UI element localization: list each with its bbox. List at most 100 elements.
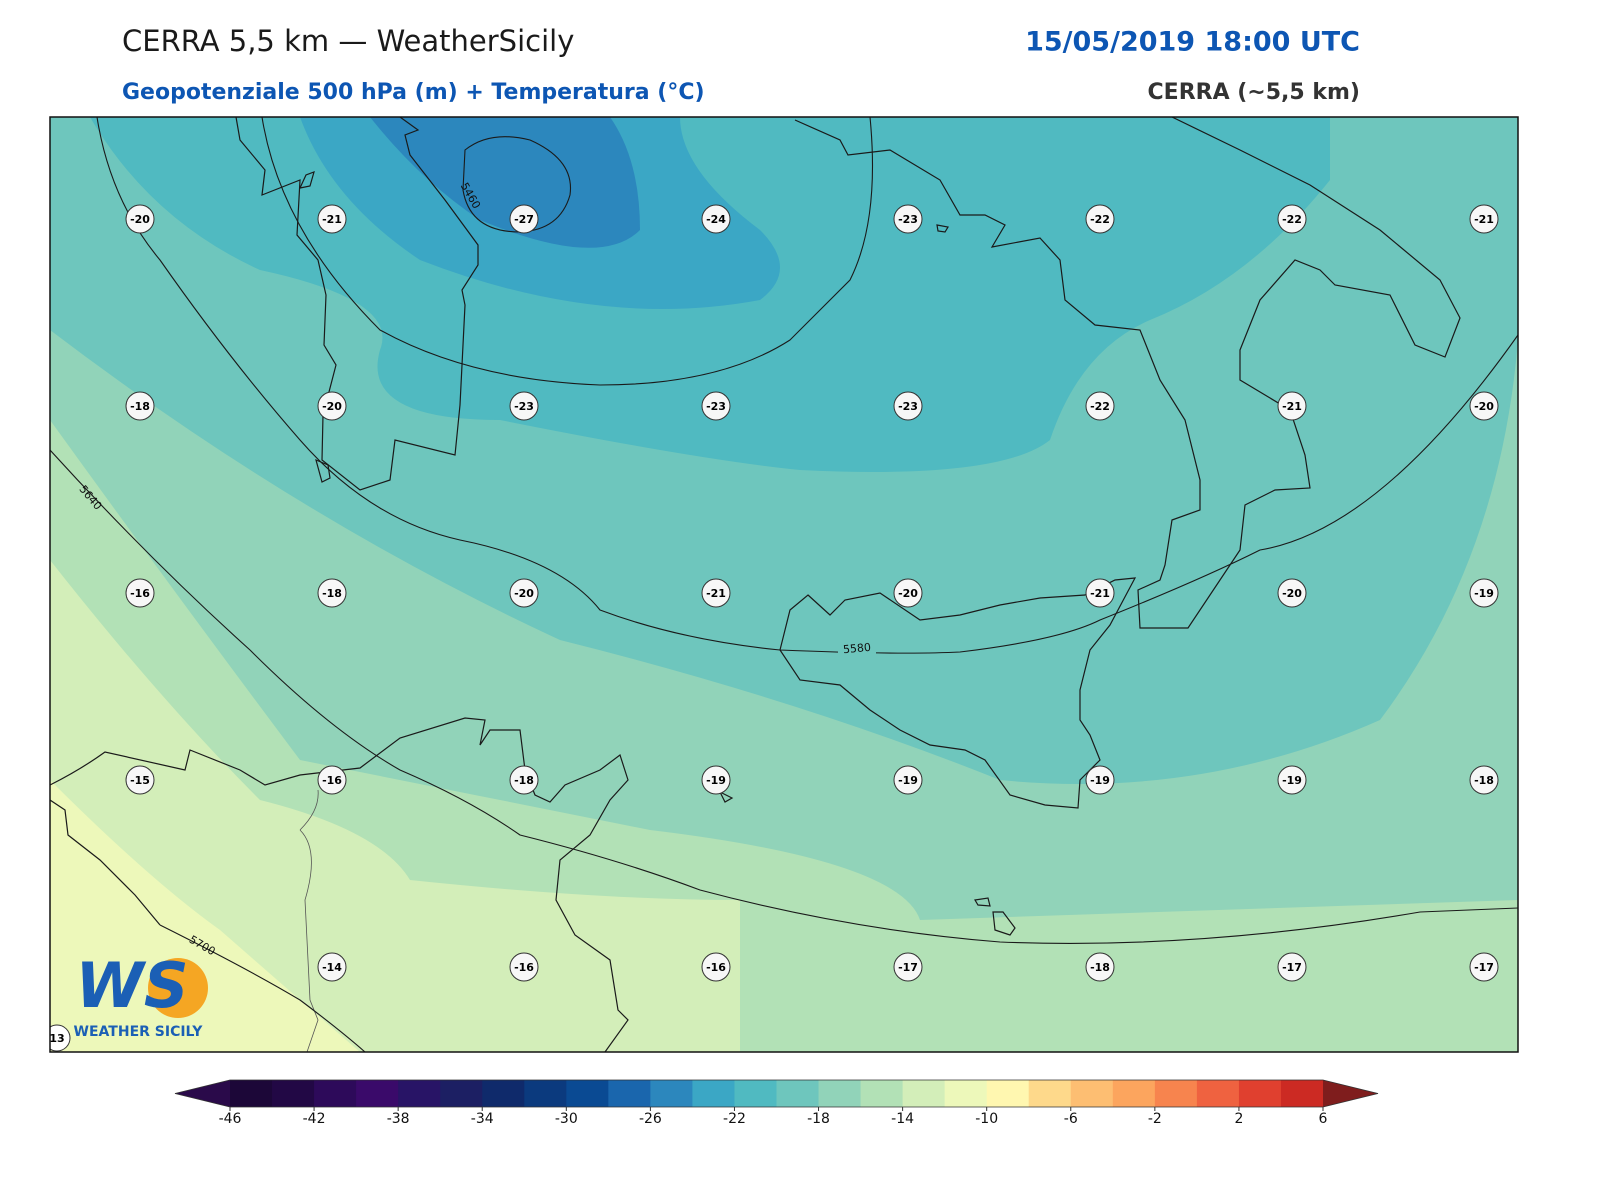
temp-label: -18 xyxy=(1474,774,1494,787)
model-label: CERRA (~5,5 km) xyxy=(1148,80,1360,105)
temp-marker xyxy=(1469,391,1499,421)
temp-label: -21 xyxy=(1474,213,1494,226)
colorbar-tick-label: -46 xyxy=(219,1111,242,1127)
temp-marker xyxy=(125,578,155,608)
corner-marker xyxy=(50,1024,71,1052)
temp-marker xyxy=(509,578,539,608)
colorbar-segment xyxy=(1112,1080,1156,1107)
logo-text: WEATHER SICILY xyxy=(74,1024,204,1040)
temp-label: -18 xyxy=(130,400,150,413)
colorbar-segment xyxy=(944,1080,988,1107)
temp-label: -24 xyxy=(706,213,726,226)
colorbar-tick-label: -6 xyxy=(1064,1111,1078,1127)
temp-label: -19 xyxy=(898,774,918,787)
colorbar-tick-label: -26 xyxy=(639,1111,662,1127)
colorbar-tick-label: -2 xyxy=(1148,1111,1162,1127)
temp-marker xyxy=(701,952,731,982)
temp-label: -19 xyxy=(1090,774,1110,787)
temp-marker xyxy=(1277,952,1307,982)
subtitle: Geopotenziale 500 hPa (m) + Temperatura … xyxy=(122,80,705,105)
colorbar-tick-label: -30 xyxy=(555,1111,578,1127)
temp-label: -16 xyxy=(706,961,726,974)
colorbar-segment xyxy=(650,1080,693,1107)
temperature-labels: -20 -21 -27 -24 -23 -22 -22 -21 -18 -20 -23 -23 -23 -… xyxy=(125,204,1499,982)
temp-label: -16 xyxy=(130,587,150,600)
temp-label: -19 xyxy=(1474,587,1494,600)
temp-label: -17 xyxy=(1474,961,1494,974)
temp-marker xyxy=(1277,391,1307,421)
temp-marker xyxy=(893,952,923,982)
temp-marker xyxy=(317,391,347,421)
temp-label: -16 xyxy=(322,774,342,787)
colorbar-segment xyxy=(902,1080,946,1107)
temp-marker xyxy=(893,204,923,234)
temp-label: -14 xyxy=(322,961,342,974)
logo: WS WEATHER SICILY xyxy=(74,949,208,1040)
temp-label: -22 xyxy=(1090,400,1110,413)
colorbar-tick-label: -18 xyxy=(807,1111,830,1127)
colorbar-segment xyxy=(356,1080,399,1107)
colorbar-segment xyxy=(230,1080,273,1107)
temp-marker xyxy=(317,952,347,982)
colorbar-tick-label: -14 xyxy=(891,1111,914,1127)
colorbar-segment xyxy=(1028,1080,1072,1107)
temp-label: -18 xyxy=(322,587,342,600)
colorbar-segment xyxy=(734,1080,777,1107)
temp-label: -17 xyxy=(898,961,918,974)
datetime: 15/05/2019 18:00 UTC xyxy=(1025,27,1360,58)
temp-marker xyxy=(509,765,539,795)
colorbar-segment xyxy=(776,1080,820,1107)
colorbar-segment xyxy=(566,1080,609,1107)
temp-marker xyxy=(1469,578,1499,608)
colorbar-segment xyxy=(314,1080,357,1107)
temp-marker xyxy=(317,578,347,608)
colorbar-under xyxy=(175,1080,230,1107)
temp-label: -22 xyxy=(1282,213,1302,226)
colorbar-segment xyxy=(272,1080,315,1107)
temp-label: -23 xyxy=(898,213,918,226)
colorbar-tick-label: -42 xyxy=(303,1111,326,1127)
colorbar-segment xyxy=(1070,1080,1114,1107)
colorbar-segment xyxy=(608,1080,651,1107)
temp-marker xyxy=(509,952,539,982)
temp-marker xyxy=(1277,204,1307,234)
colorbar-segment xyxy=(524,1080,567,1107)
colorbar-segment xyxy=(1154,1080,1198,1107)
temp-label: -21 xyxy=(1090,587,1110,600)
temp-label: -20 xyxy=(1282,587,1302,600)
colorbar-segment xyxy=(692,1080,735,1107)
temp-label: -16 xyxy=(514,961,534,974)
colorbar-segment xyxy=(440,1080,483,1107)
temp-marker xyxy=(701,765,731,795)
temp-label: -23 xyxy=(898,400,918,413)
colorbar-segment xyxy=(482,1080,525,1107)
temp-label: -18 xyxy=(1090,961,1110,974)
temp-label: -20 xyxy=(322,400,342,413)
temp-marker xyxy=(125,204,155,234)
contour-label: 5580 xyxy=(842,641,871,656)
temp-marker xyxy=(1469,952,1499,982)
temp-marker xyxy=(509,391,539,421)
temp-label: -23 xyxy=(706,400,726,413)
temp-label: -17 xyxy=(1282,961,1302,974)
temp-marker xyxy=(1277,578,1307,608)
temp-marker xyxy=(1085,765,1115,795)
temp-marker xyxy=(1085,204,1115,234)
temp-marker xyxy=(1469,204,1499,234)
colorbar-tick-label: 2 xyxy=(1234,1111,1243,1127)
logo-mark: WS xyxy=(75,949,188,1022)
temp-label: -19 xyxy=(1282,774,1302,787)
temp-marker xyxy=(701,391,731,421)
colorbar-tick-label: -34 xyxy=(471,1111,494,1127)
temp-label: -18 xyxy=(514,774,534,787)
temp-label: -15 xyxy=(130,774,150,787)
temp-label: -20 xyxy=(1474,400,1494,413)
temp-label: -20 xyxy=(514,587,534,600)
temp-marker xyxy=(893,765,923,795)
temp-label: -22 xyxy=(1090,213,1110,226)
colorbar-segment xyxy=(1196,1080,1240,1107)
temp-marker xyxy=(1085,952,1115,982)
colorbar-segment xyxy=(818,1080,862,1107)
colorbar-segment xyxy=(986,1080,1030,1107)
